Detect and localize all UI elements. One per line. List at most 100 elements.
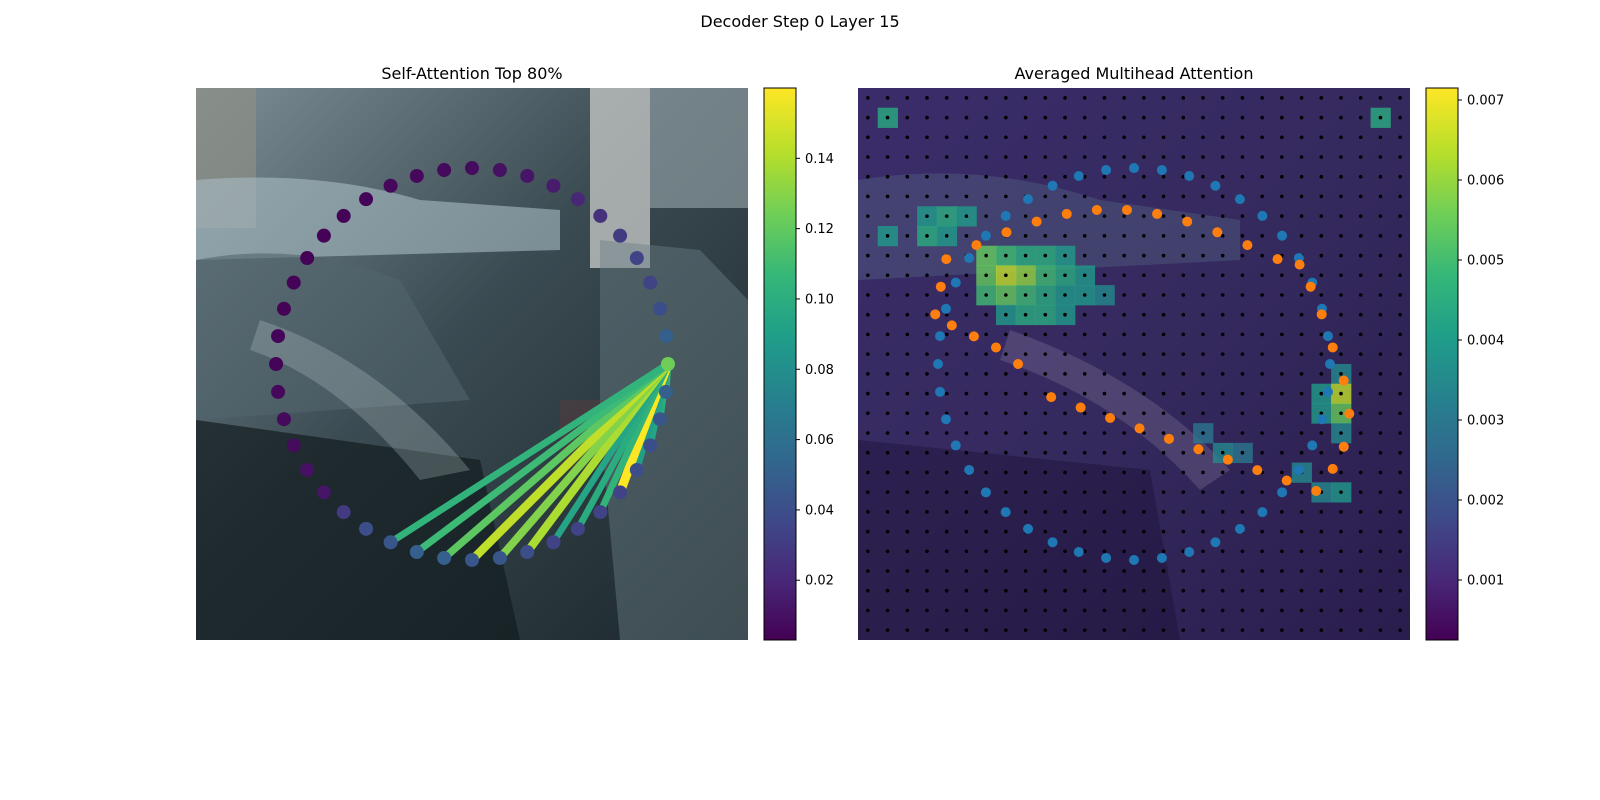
grid-dot — [1220, 194, 1225, 199]
grid-dot — [1161, 569, 1166, 573]
grid-dot — [1082, 628, 1087, 632]
grid-dot — [905, 135, 910, 140]
grid-dot — [1063, 273, 1067, 278]
grid-dot — [1023, 450, 1028, 455]
grid-dot — [1378, 115, 1383, 120]
grid-dot — [1142, 391, 1146, 396]
grid-dot — [1201, 214, 1205, 218]
grid-dot — [1161, 174, 1166, 179]
grid-dot — [984, 273, 988, 278]
grid-dot — [1398, 470, 1402, 475]
grid-dot — [1043, 588, 1048, 593]
colorbar-tick-label: 0.003 — [1467, 414, 1504, 429]
grid-dot — [1122, 372, 1126, 376]
grid-dot — [984, 352, 988, 356]
grid-dot — [1398, 293, 1402, 297]
grid-dot — [1319, 155, 1324, 159]
grid-dot — [1260, 194, 1264, 199]
grid-dot — [1004, 372, 1008, 376]
grid-dot — [1378, 253, 1383, 258]
grid-dot — [1043, 214, 1048, 218]
grid-dot — [885, 293, 890, 297]
grid-dot — [1102, 529, 1107, 534]
grid-dot — [1043, 253, 1048, 258]
grid-dot — [944, 431, 949, 435]
grid-dot — [925, 352, 929, 356]
grid-dot — [1181, 569, 1186, 573]
grid-dot — [866, 391, 870, 396]
grid-dot — [964, 391, 969, 396]
grid-dot — [1082, 510, 1087, 514]
grid-dot — [1201, 273, 1205, 278]
grid-dot — [1299, 135, 1304, 140]
grid-dot — [1122, 135, 1126, 140]
grid-dot — [1378, 450, 1383, 455]
grid-dot — [1142, 588, 1146, 593]
grid-dot — [1004, 490, 1008, 494]
reference-point-32 — [1101, 552, 1112, 563]
grid-dot — [905, 155, 910, 159]
grid-dot — [1063, 372, 1067, 376]
grid-dot — [1023, 155, 1028, 159]
predicted-point-26 — [1046, 392, 1057, 403]
ring-point-36 — [546, 535, 561, 550]
grid-dot — [1398, 155, 1402, 159]
grid-dot — [1063, 253, 1067, 258]
grid-dot — [1122, 115, 1126, 120]
reference-point-9 — [1184, 170, 1195, 181]
grid-dot — [1142, 273, 1146, 278]
grid-dot — [1398, 549, 1402, 554]
grid-dot — [1043, 135, 1048, 140]
grid-dot — [1023, 549, 1028, 554]
grid-dot — [1240, 352, 1245, 356]
grid-dot — [1339, 234, 1343, 238]
grid-dot — [866, 234, 870, 238]
reference-point-18 — [964, 253, 975, 264]
grid-dot — [1142, 155, 1146, 159]
grid-dot — [944, 549, 949, 554]
colorbar-tick-label: 0.006 — [1467, 174, 1504, 189]
grid-dot — [1181, 608, 1186, 613]
grid-dot — [1102, 628, 1107, 632]
grid-dot — [1358, 411, 1363, 416]
ring-point-3 — [643, 275, 658, 290]
grid-dot — [905, 214, 910, 218]
ring-point-16 — [336, 208, 351, 223]
reference-point-13 — [1073, 170, 1084, 181]
grid-dot — [1102, 450, 1107, 455]
grid-dot — [1142, 253, 1146, 258]
grid-dot — [1102, 391, 1107, 396]
colorbar-tick-label: 0.004 — [1467, 334, 1504, 349]
grid-dot — [964, 549, 969, 554]
grid-dot — [1004, 253, 1008, 258]
grid-dot — [1260, 253, 1264, 258]
grid-dot — [1023, 569, 1028, 573]
grid-dot — [944, 194, 949, 199]
grid-dot — [1358, 155, 1363, 159]
predicted-point-18 — [1338, 441, 1349, 452]
grid-dot — [1102, 155, 1107, 159]
predicted-point-32 — [1222, 454, 1233, 465]
left-colorbar — [763, 87, 797, 641]
grid-dot — [1280, 549, 1284, 554]
grid-dot — [1398, 490, 1402, 494]
grid-dot — [885, 273, 890, 278]
grid-dot — [1082, 234, 1087, 238]
grid-dot — [984, 312, 988, 317]
left-panel-title: Self-Attention Top 80% — [381, 64, 563, 83]
grid-dot — [1063, 490, 1067, 494]
grid-dot — [1358, 214, 1363, 218]
grid-dot — [1299, 174, 1304, 179]
grid-dot — [1398, 529, 1402, 534]
grid-dot — [1122, 96, 1126, 100]
grid-dot — [1201, 529, 1205, 534]
grid-dot — [1299, 569, 1304, 573]
grid-dot — [1339, 470, 1343, 475]
grid-dot — [925, 332, 929, 337]
ring-point-7 — [570, 192, 585, 207]
grid-dot — [1358, 431, 1363, 435]
grid-dot — [1240, 431, 1245, 435]
grid-dot — [1240, 450, 1245, 455]
ring-point-8 — [546, 178, 561, 193]
grid-dot — [964, 234, 969, 238]
